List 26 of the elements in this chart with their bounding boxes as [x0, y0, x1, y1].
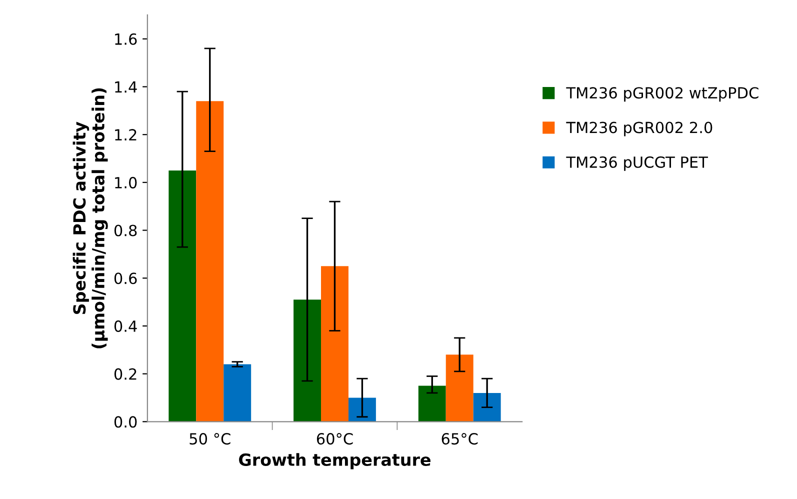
y-tick-label: 1.0 [115, 176, 137, 188]
bar [224, 364, 252, 422]
y-tick-label: 0.2 [114, 368, 136, 380]
legend-label: TM236 pGR002 2.0 [566, 122, 712, 136]
legend-label: TM236 pUCGT PET [566, 156, 708, 171]
y-tick-label: 1.4 [115, 81, 137, 93]
x-axis-title: Growth temperature [239, 453, 430, 470]
legend-label: TM236 pGR002 wtZpPDC [566, 87, 758, 102]
bar [348, 398, 376, 422]
y-axis-title: Specific PDC activity (µmol/min/mg total protein) [72, 88, 108, 348]
bar [418, 386, 446, 422]
x-tick-label: 65°C [442, 433, 478, 445]
y-tick-label: 0.8 [114, 224, 137, 236]
bar [196, 101, 224, 422]
bar [473, 392, 501, 422]
bar [321, 266, 348, 422]
bar [446, 354, 474, 422]
x-tick-label: 60°C [316, 433, 353, 445]
y-tick-label: 1.6 [115, 33, 137, 45]
y-tick-label: 1.2 [115, 129, 136, 140]
y-tick-label: 0.4 [114, 320, 137, 332]
y-tick-label: 0.0 [114, 416, 137, 428]
bar [168, 170, 196, 422]
y-tick-label: 0.6 [114, 272, 137, 284]
bar [294, 300, 322, 422]
x-tick-label: 50 °C [190, 433, 230, 445]
